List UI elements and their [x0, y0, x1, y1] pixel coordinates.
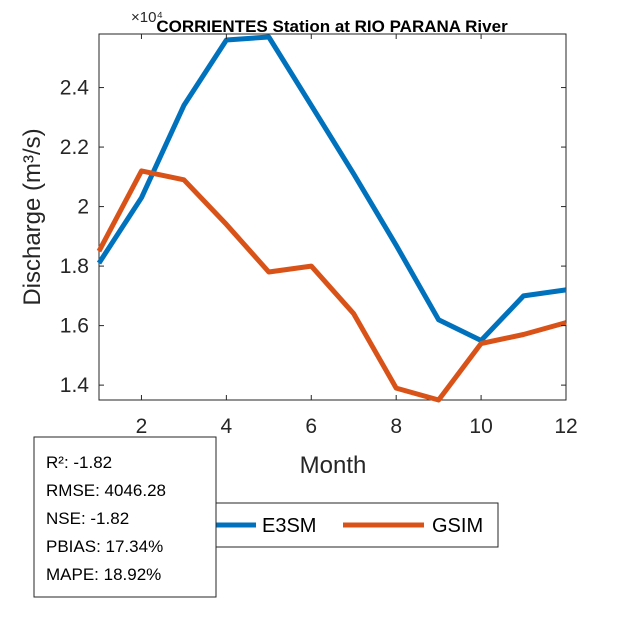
y-tick-label-2.2: 2.2 [60, 136, 89, 159]
stat-rmse: RMSE: 4046.28 [46, 481, 166, 500]
x-tick-label-8: 8 [390, 415, 402, 438]
y-tick-label-1.6: 1.6 [60, 315, 89, 338]
stat-r2: R²: -1.82 [46, 453, 112, 472]
stat-mape: MAPE: 18.92% [46, 565, 161, 584]
stats-box-frame [33, 436, 217, 598]
legend: E3SM GSIM [205, 502, 499, 548]
plot-area [98, 33, 567, 401]
y-tick-label-1.8: 1.8 [60, 255, 89, 278]
y-exponent-label: ×10⁴ [131, 9, 163, 26]
legend-label-e3sm: E3SM [262, 515, 316, 537]
series-line-gsim [96, 168, 567, 403]
stat-pbias: PBIAS: 17.34% [46, 537, 163, 556]
y-tick-label-1.4: 1.4 [60, 374, 90, 397]
y-tick-label-2.4: 2.4 [60, 77, 90, 100]
x-axis-label: Month [300, 452, 367, 479]
x-tick-label-4: 4 [221, 415, 233, 438]
y-axis-label: Discharge (m³/s) [19, 128, 46, 305]
chart-title: CORRIENTES Station at RIO PARANA River [156, 17, 508, 36]
x-tick-label-2: 2 [136, 415, 148, 438]
series-line-e3sm [96, 34, 567, 343]
stat-nse: NSE: -1.82 [46, 509, 129, 528]
x-tick-label-10: 10 [469, 415, 492, 438]
y-tick-label-2: 2 [77, 196, 89, 219]
x-tick-label-6: 6 [305, 415, 317, 438]
tick-layer: 2 4 6 8 10 12 1.4 1.6 1.8 2 2.2 2.4 [60, 34, 578, 438]
x-tick-label-12: 12 [554, 415, 577, 438]
stats-box: R²: -1.82 RMSE: 4046.28 NSE: -1.82 PBIAS… [33, 436, 217, 598]
series-layer [96, 34, 567, 403]
legend-label-gsim: GSIM [432, 515, 483, 537]
